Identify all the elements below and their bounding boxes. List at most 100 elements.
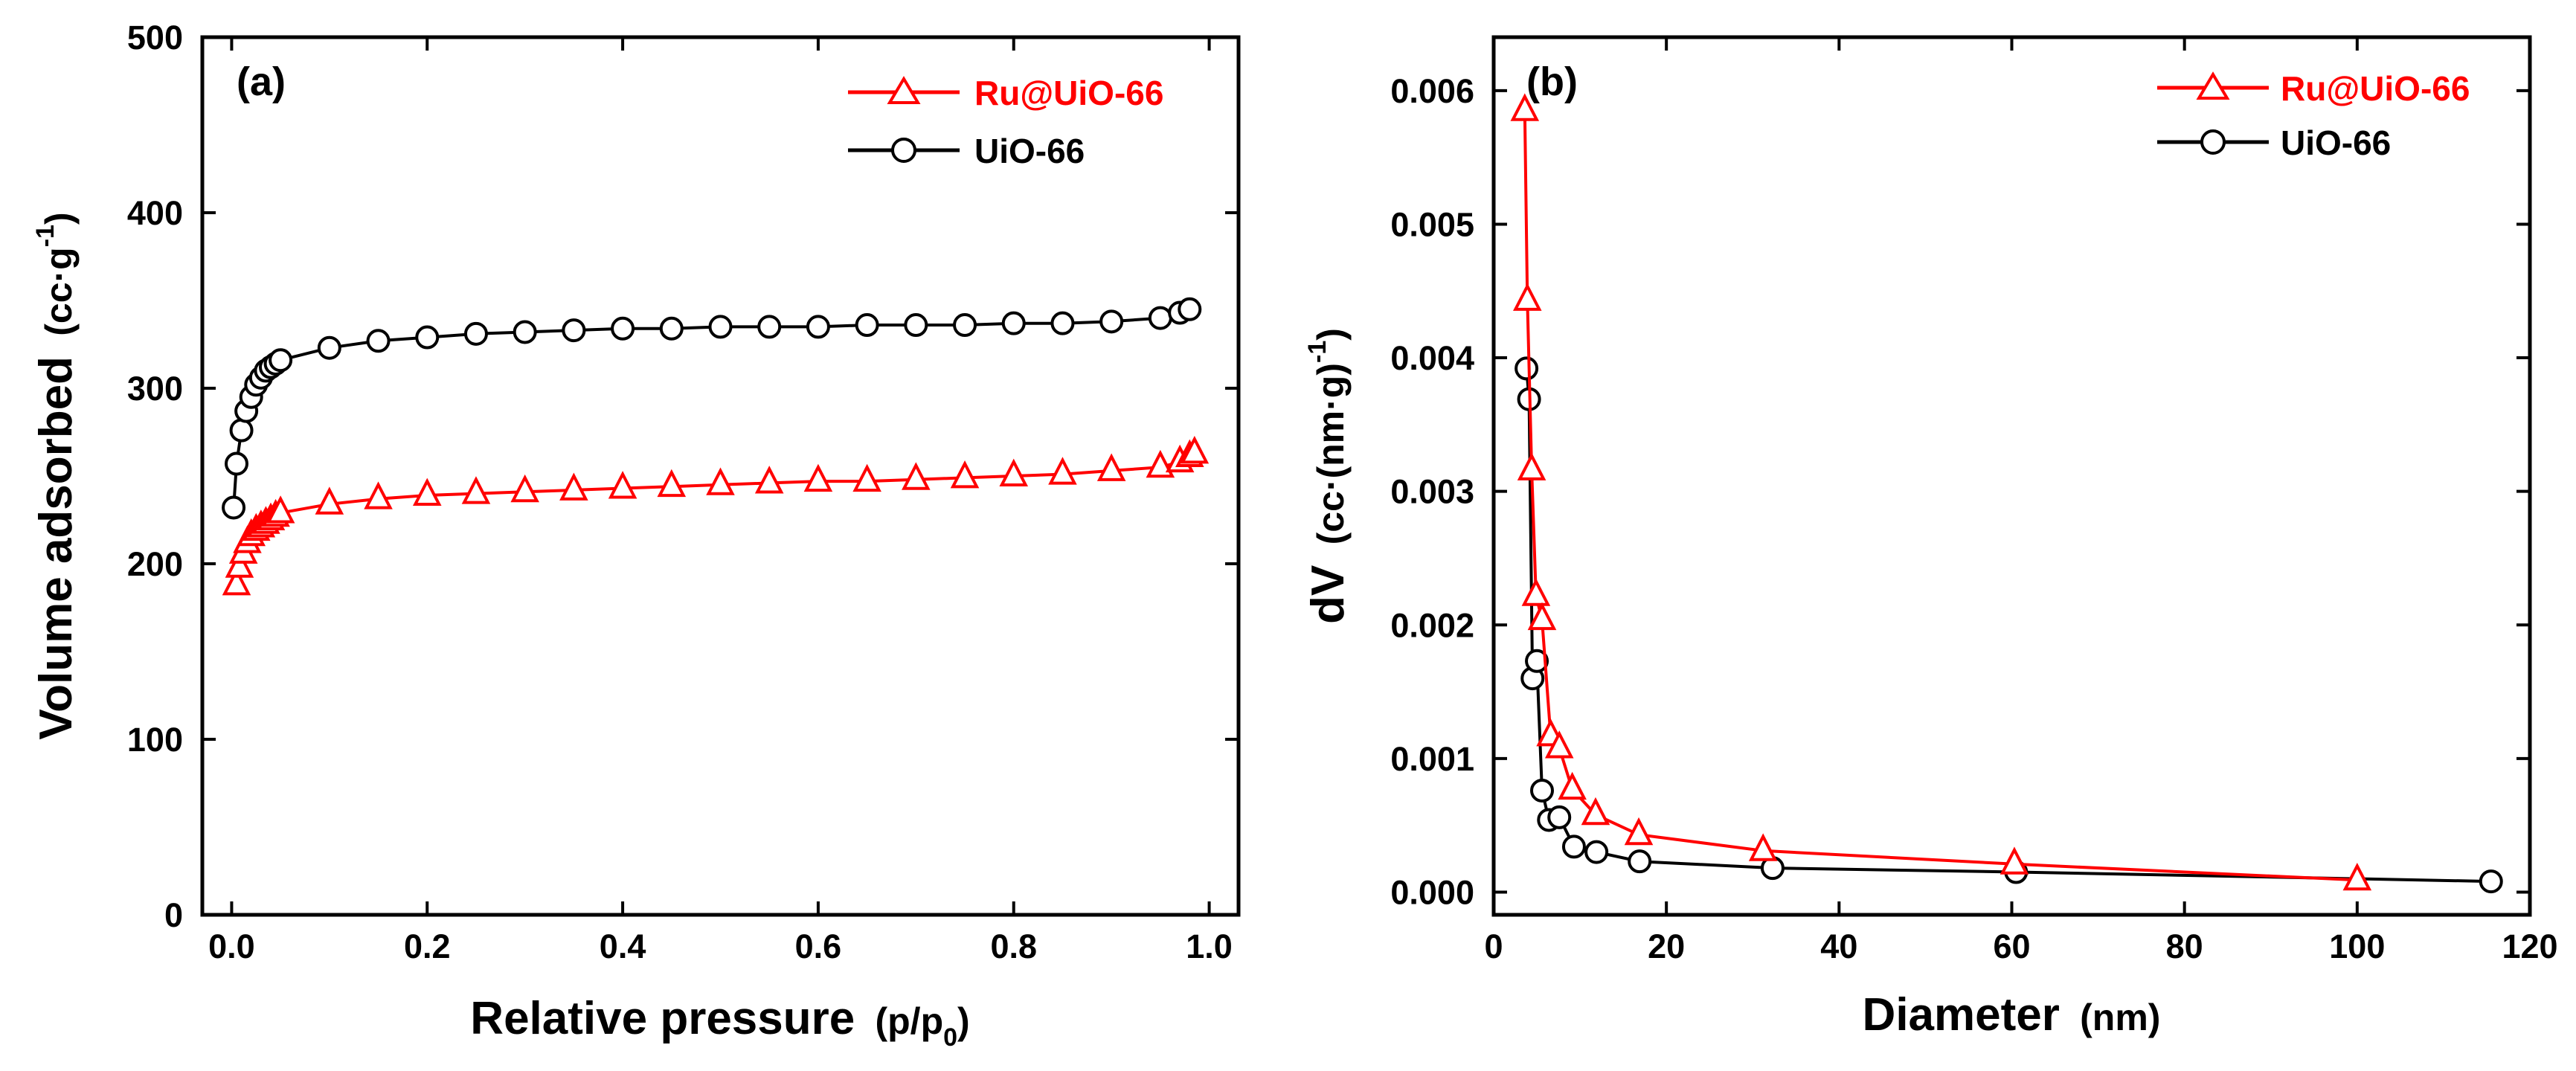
panel-a-x-tick-label: 0.8 (990, 927, 1037, 965)
panel-b-x-tick-label: 100 (2329, 927, 2385, 965)
panel-a-point-uio (1099, 309, 1124, 334)
panel-a-y-axis-unit-close: ) (38, 212, 80, 225)
panel-a-point-ru (950, 460, 980, 489)
panel-a-legend-uio-label: UiO-66 (974, 132, 1085, 170)
panel-b-point-ru (1748, 833, 1778, 861)
panel-a-point-ru (559, 472, 588, 501)
panel-b-legend-uio-label: UiO-66 (2281, 123, 2391, 162)
panel-a-point-uio (708, 315, 733, 339)
panel-a-y-tick-label: 300 (127, 370, 183, 408)
panel-a-y-axis-title: Volume adsorbed (cc·g-1) (30, 212, 82, 739)
panel-b-point-uio (1525, 649, 1549, 673)
panel-a-point-uio (513, 320, 537, 344)
panel-a-x-tick-label: 0.0 (208, 927, 255, 965)
panel-b-series-line-uio (1525, 368, 2491, 884)
panel-a-point-ru (461, 476, 491, 504)
panel-b-x-axis-title: Diameter (nm) (1863, 989, 2161, 1041)
panel-a-point-ru (1180, 435, 1210, 464)
panel-b-point-uio (1547, 805, 1572, 829)
panel-a-point-ru (657, 469, 687, 498)
panel-a-point-uio (463, 321, 488, 346)
panel-a-point-ru (608, 471, 637, 499)
panel-a-x-axis-title: Relative pressure (p/p0) (470, 993, 969, 1052)
panel-b-point-ru (1558, 771, 1587, 800)
panel-b-ticks: 0 20 40 60 80 100 120 0.000 0.001 0.002 0.003 0.004… (1390, 37, 2558, 965)
panel-a-series-line-ru (235, 451, 1196, 585)
panel-a-point-uio (415, 325, 440, 350)
panel-a-point-ru (754, 466, 784, 494)
panel-a-point-uio (1178, 297, 1202, 321)
panel-a-point-ru (706, 467, 735, 495)
panel-b-legend-uio-marker (2200, 129, 2226, 155)
panel-a-y-tick-label: 200 (127, 545, 183, 583)
panel-a-y-axis-unit: (cc·g (38, 247, 80, 335)
panel-b-legend: Ru@UiO-66 UiO-66 (2157, 69, 2470, 162)
panel-b-y-axis-title: dV (cc·(nm·g)-1) (1303, 328, 1354, 624)
panel-a-point-uio (806, 315, 830, 339)
panel-b-point-uio (1584, 840, 1609, 864)
panel-b-legend-ru-marker (2196, 71, 2230, 100)
panel-a-point-ru (1096, 453, 1126, 481)
panel-a-y-axis-name: Volume adsorbed (30, 356, 82, 740)
panel-b-y-axis-name: dV (1303, 565, 1354, 624)
panel-b-x-axis-unit: (nm) (2080, 997, 2160, 1038)
panel-b-point-uio (1515, 356, 1539, 381)
panel-b-y-axis-unit-close: ) (1310, 328, 1352, 341)
panel-b-y-axis-unit-superscript: -1 (1303, 341, 1332, 363)
panel-a-point-ru (803, 463, 833, 492)
panel-b-point-uio (1530, 778, 1555, 803)
panel-b-y-tick-label: 0.006 (1390, 72, 1474, 110)
panel-b-y-tick-label: 0.002 (1390, 606, 1474, 644)
panel-b-point-ru (1544, 730, 1574, 759)
panel-a-x-axis-name: Relative pressure (470, 993, 855, 1044)
panel-b-series (1510, 93, 2503, 894)
panel-a-x-tick-label: 0.4 (600, 927, 646, 965)
panel-a-x-axis-unit-subscript: 0 (943, 1023, 957, 1052)
panel-b-y-tick-label: 0.004 (1390, 339, 1474, 377)
panel-b-y-tick-label: 0.003 (1390, 473, 1474, 511)
panel-a-point-uio (904, 313, 928, 338)
panel-a-point-uio (1148, 306, 1172, 330)
panel-a-y-tick-label: 100 (127, 721, 183, 759)
panel-a-legend-ru-marker (887, 76, 921, 104)
panel-a-x-tick-label: 0.2 (404, 927, 451, 965)
panel-a-point-ru (852, 463, 881, 492)
panel-a-plot-frame (200, 35, 1241, 917)
panel-a-point-uio (269, 348, 293, 373)
panel-b-y-tick-label: 0.000 (1390, 873, 1474, 911)
panel-b-point-ru (1517, 452, 1546, 480)
panel-b-x-tick-label: 120 (2502, 927, 2557, 965)
panel-a-series (222, 297, 1210, 596)
panel-a-y-tick-label: 500 (127, 19, 183, 57)
panel-b-point-ru (2342, 862, 2372, 891)
panel-a-label: (a) (237, 60, 286, 104)
panel-a-point-uio (953, 313, 977, 338)
panel-a-ticks: 0.0 0.2 0.4 0.6 0.8 1.0 0 100 200 300 400 500 (127, 19, 1239, 965)
panel-a-point-ru (412, 477, 442, 506)
panel-a-adsorption-isotherm: 0.0 0.2 0.4 0.6 0.8 1.0 0 100 200 300 400 500 (a) R… (30, 19, 1241, 1052)
panel-b-pore-size-distribution: 0 20 40 60 80 100 120 0.000 0.001 0.002 0.003 0.004… (1303, 35, 2558, 1041)
panel-b-y-tick-label: 0.005 (1390, 205, 1474, 243)
panel-b-point-uio (2479, 869, 2503, 894)
panel-a-point-uio (222, 495, 246, 520)
panel-a-legend-uio-marker (891, 138, 916, 163)
panel-b-series-line-ru (1523, 110, 2357, 882)
panel-a-point-ru (266, 495, 295, 524)
panel-a-point-uio (757, 315, 782, 339)
panel-a-y-tick-label: 0 (164, 896, 183, 934)
panel-b-point-uio (1561, 834, 1586, 859)
panel-a-point-ru (902, 462, 931, 490)
panel-b-plot-frame (1491, 35, 2532, 917)
panel-a-point-uio (224, 451, 248, 476)
panel-a-point-uio (611, 316, 635, 341)
panel-a-point-ru (1146, 449, 1175, 478)
panel-b-point-ru (1510, 93, 1540, 121)
panel-a-point-uio (855, 313, 879, 338)
panel-a-point-ru (222, 567, 251, 596)
panel-b-y-axis-unit: (cc·(nm·g) (1310, 363, 1352, 544)
panel-a-point-uio (1001, 311, 1026, 335)
panel-a-point-ru (510, 474, 539, 503)
panel-a-x-tick-label: 1.0 (1186, 927, 1233, 965)
panel-a-legend: Ru@UiO-66 UiO-66 (848, 74, 1163, 170)
